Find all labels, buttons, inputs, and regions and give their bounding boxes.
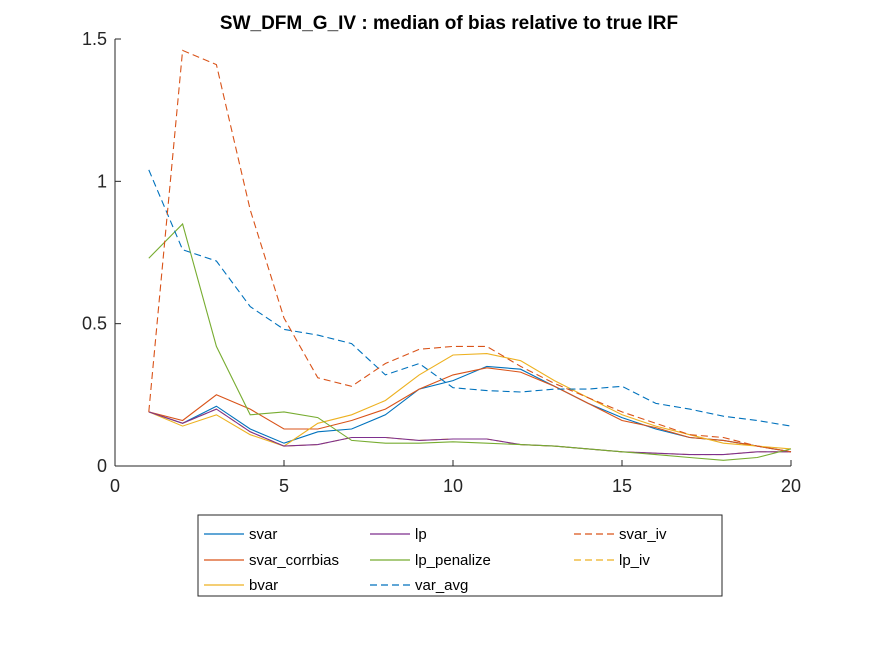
chart-title: SW_DFM_G_IV : median of bias relative to… [220,13,678,34]
legend-label: svar_iv [619,526,667,543]
legend-label: lp_penalize [415,552,491,569]
series-line-lp [148,408,791,456]
y-tick-label: 0.5 [82,314,107,334]
series-line-lp-penalize [148,222,792,461]
legend-item-svar[interactable]: svar [204,526,277,543]
y-tick-label: 1 [97,171,107,191]
y-tick-label: 0 [97,456,107,476]
legend-label: svar_corrbias [249,552,339,569]
plot-lines [148,49,792,461]
legend-item-svar-iv[interactable]: svar_iv [574,526,667,543]
axes: 0 5 10 15 20 0 0.5 1 1.5 [82,29,801,496]
x-tick-label: 10 [443,476,463,496]
legend-item-var-avg[interactable]: var_avg [370,577,468,594]
legend-label: bvar [249,577,278,594]
legend-item-lp-iv[interactable]: lp_iv [574,552,650,569]
legend-item-lp[interactable]: lp [370,526,427,543]
legend-box [197,514,723,597]
legend-item-svar-corrbias[interactable]: svar_corrbias [204,552,339,569]
series-line-svar-iv [148,49,792,453]
series-line-var-avg [148,169,792,427]
legend-item-lp-penalize[interactable]: lp_penalize [370,552,491,569]
x-tick-label: 20 [781,476,801,496]
x-tick-label: 0 [110,476,120,496]
legend-item-bvar[interactable]: bvar [204,577,278,594]
x-tick-label: 5 [279,476,289,496]
legend-label: var_avg [415,577,468,594]
legend-label: lp [415,526,427,543]
series-line-svar-corrbias [148,367,792,453]
legend[interactable]: svar lp svar_iv svar_corrbias lp_penalize lp_… [197,514,723,597]
legend-label: lp_iv [619,552,650,569]
x-tick-label: 15 [612,476,632,496]
y-tick-label: 1.5 [82,29,107,49]
legend-label: svar [249,526,277,543]
